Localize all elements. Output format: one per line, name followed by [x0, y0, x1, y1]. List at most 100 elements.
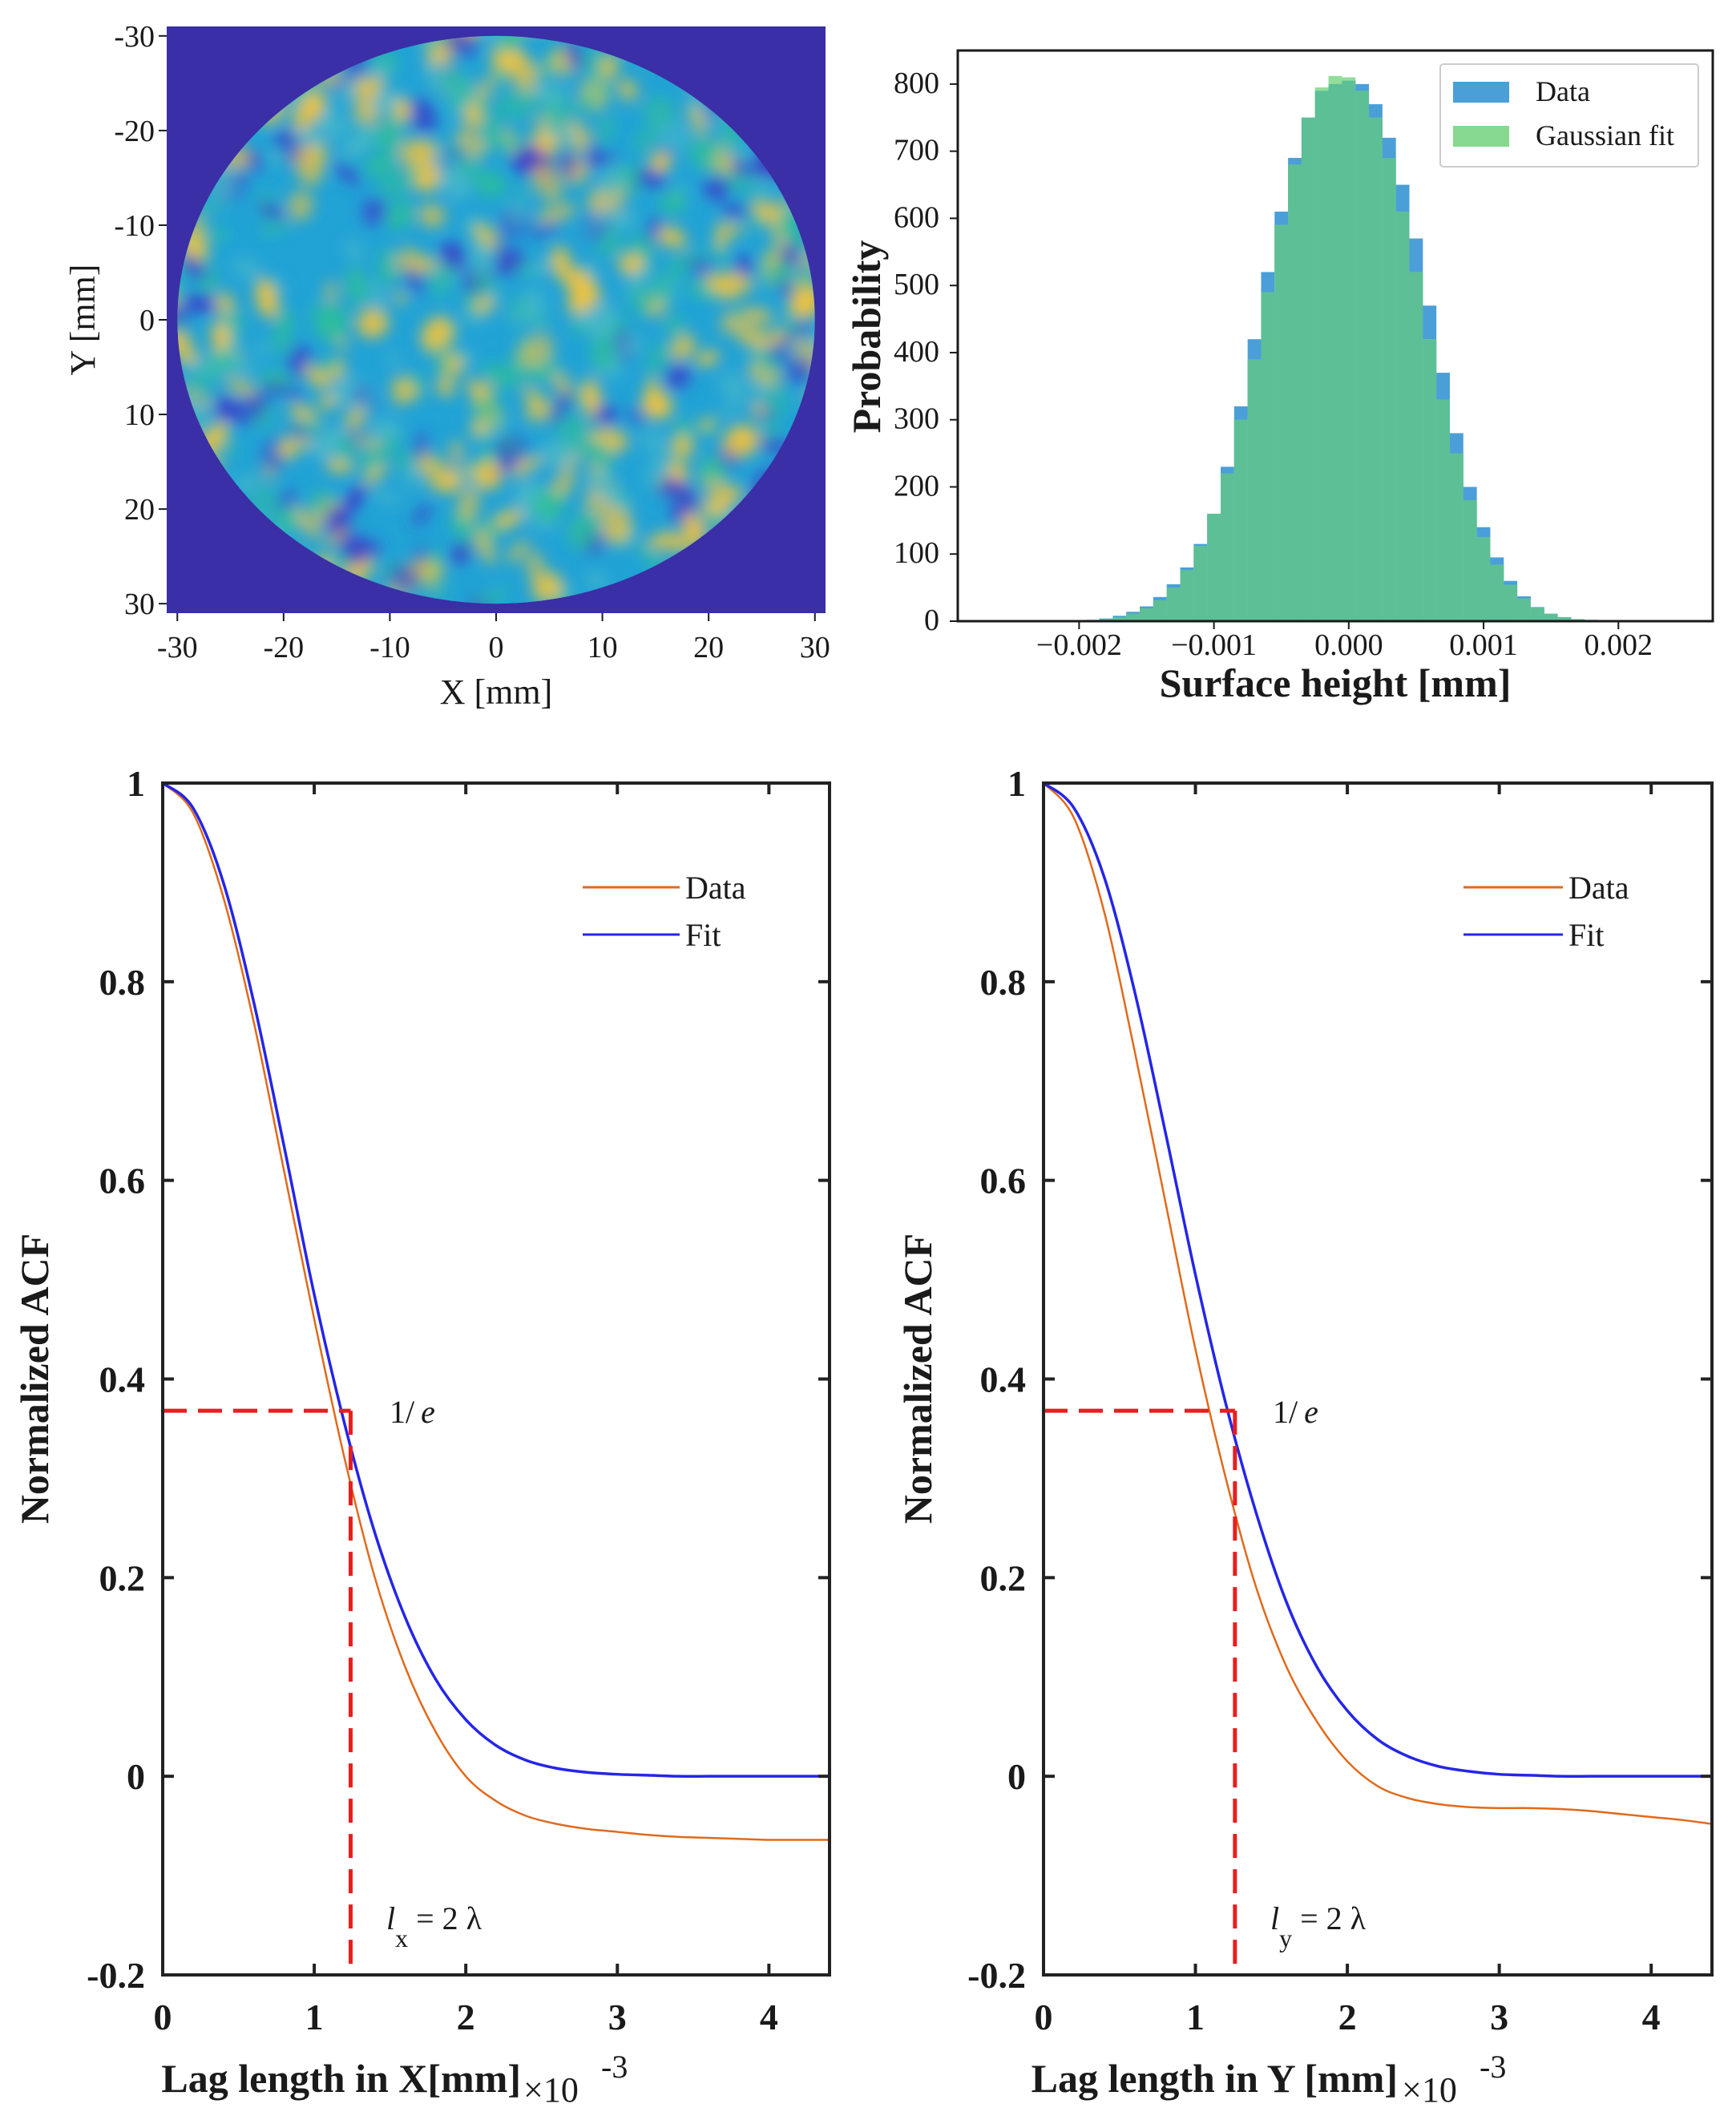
- height-blob: [371, 60, 390, 81]
- height-blob: [660, 192, 686, 214]
- height-blob: [273, 322, 291, 354]
- height-blob: [371, 491, 403, 506]
- height-blob: [231, 257, 262, 279]
- acf-x-legend-label-fit: Fit: [685, 917, 721, 953]
- height-blob: [418, 204, 446, 228]
- height-blob: [204, 229, 230, 240]
- histogram-bar-overlap: [1423, 339, 1437, 621]
- acf-x-xtick-label: 3: [608, 1997, 627, 2037]
- acf-y-xtick-label: 0: [1035, 1997, 1053, 2037]
- height-blob: [531, 571, 563, 603]
- height-blob: [729, 222, 743, 236]
- height-blob: [309, 301, 349, 331]
- height-blob: [186, 294, 217, 313]
- height-blob: [226, 378, 257, 397]
- height-blob: [496, 89, 538, 119]
- histogram-bar-overlap: [1112, 616, 1127, 621]
- acf-x-xlabel-exponent: -3: [601, 2049, 628, 2085]
- histogram-bar-overlap: [1288, 164, 1302, 621]
- hist-ylabel: Probability: [844, 240, 889, 434]
- acf-x-xlabel: Lag length in X[mm] ×10 -3: [161, 2049, 628, 2110]
- histogram-bars: [1085, 75, 1612, 622]
- height-blob: [628, 286, 658, 315]
- height-blob: [179, 253, 210, 284]
- height-blob: [528, 259, 551, 277]
- histogram-axes: −0.002 −0.001 0.000 0.001 0.002 0 100 200 300 400…: [894, 67, 1653, 662]
- height-blob: [482, 111, 500, 151]
- histogram-bar-overlap: [1530, 608, 1544, 621]
- height-blob: [533, 489, 563, 520]
- height-blob: [398, 139, 429, 168]
- height-blob: [334, 163, 361, 184]
- legend-swatch-data: [1453, 82, 1509, 103]
- height-blob: [274, 507, 301, 532]
- height-blob: [438, 166, 472, 201]
- height-blob: [597, 115, 619, 131]
- height-blob: [394, 97, 410, 123]
- height-blob: [427, 583, 452, 598]
- acf-y-series-data: [1043, 782, 1713, 1825]
- height-blob: [771, 198, 789, 216]
- acf-y-legend: Data Fit: [1463, 870, 1629, 953]
- histogram-bar-overlap: [1314, 91, 1329, 621]
- height-blob: [412, 503, 432, 527]
- acf-y-annot-e-symbol: e: [1304, 1394, 1318, 1430]
- height-blob: [696, 417, 717, 432]
- histogram-legend: Data Gaussian fit: [1439, 63, 1699, 168]
- height-blob: [536, 203, 576, 224]
- height-blob: [518, 334, 554, 368]
- height-blob: [531, 220, 560, 238]
- height-blob: [265, 151, 289, 164]
- acf-y-xlabel-exponent: -3: [1480, 2049, 1506, 2085]
- histogram-bar-overlap: [1449, 453, 1463, 621]
- acf-y-xlabel-scale: ×10: [1402, 2070, 1457, 2110]
- height-blob: [288, 426, 309, 438]
- acf-x-annotations: 1/e lx = 2 λ: [386, 1394, 482, 1952]
- acf-y-ylabel: Normalized ACF: [895, 1234, 940, 1524]
- height-blob: [751, 402, 765, 418]
- height-blob: [254, 341, 272, 357]
- height-blob: [667, 460, 688, 479]
- height-blob: [551, 245, 571, 281]
- height-blob: [598, 53, 620, 80]
- acf-y-ytick-label: 0.6: [980, 1161, 1027, 1201]
- hist-ytick-label: 300: [894, 402, 939, 436]
- acf-x-annot-e-symbol: e: [421, 1394, 435, 1430]
- acf-y-xlabel: Lag length in Y [mm] ×10 -3: [1032, 2049, 1507, 2110]
- acf-y-frame: [1042, 781, 1714, 1977]
- height-blob: [797, 287, 815, 321]
- height-blob: [476, 526, 495, 566]
- histogram-bar-overlap: [1490, 564, 1504, 621]
- height-blob: [387, 200, 414, 231]
- hist-xtick-label: 0.001: [1449, 628, 1518, 662]
- height-blob: [342, 535, 370, 566]
- height-blob: [601, 504, 632, 545]
- height-blob: [510, 456, 542, 476]
- height-blob: [578, 438, 616, 467]
- histogram-bar-overlap: [1544, 613, 1558, 621]
- height-blob: [310, 490, 333, 516]
- height-blob: [483, 362, 509, 388]
- height-blob: [587, 141, 602, 167]
- acf-y-series-fit: [1042, 781, 1712, 1779]
- height-blob: [763, 386, 789, 418]
- height-blob: [295, 405, 310, 417]
- height-blob: [353, 76, 386, 95]
- acf-y-ytick-label: 1: [1007, 763, 1026, 804]
- acf-x-series-fit: [161, 781, 830, 1779]
- height-blob: [470, 419, 486, 438]
- height-blob: [722, 388, 745, 419]
- hist-xlabel: Surface height [mm]: [1160, 660, 1512, 705]
- histogram-bar-overlap: [1274, 224, 1289, 621]
- height-blob: [395, 450, 414, 471]
- acf-y-legend-label-data: Data: [1568, 870, 1629, 906]
- acf-y-annot-e-prefix: 1/: [1273, 1394, 1298, 1430]
- acf-x-xtick-label: 0: [154, 1997, 172, 2037]
- height-blob: [337, 434, 358, 463]
- histogram-bar-overlap: [1355, 91, 1370, 621]
- map-ytick-label: 0: [139, 304, 155, 337]
- histogram-panel: −0.002 −0.001 0.000 0.001 0.002 0 100 200 300 400…: [844, 49, 1714, 705]
- hist-xtick-label: −0.002: [1036, 628, 1122, 662]
- height-blob: [670, 334, 696, 361]
